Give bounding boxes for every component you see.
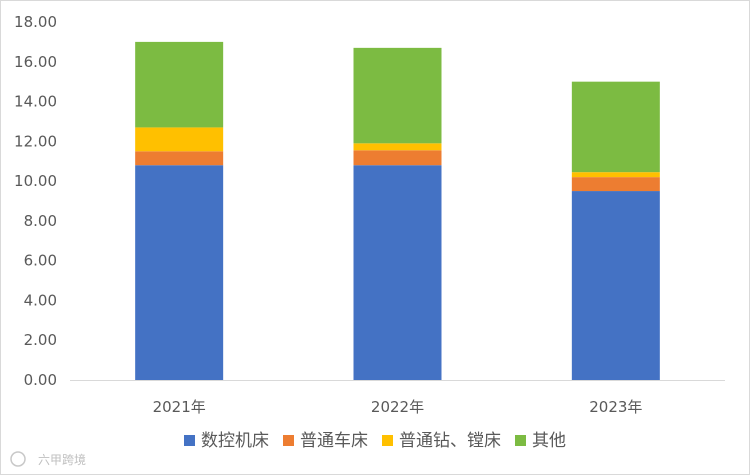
y-tick-label: 10.00 bbox=[14, 172, 57, 190]
legend-swatch bbox=[184, 435, 195, 446]
bar-segment-3-1 bbox=[135, 127, 224, 152]
bar-segment-4-2 bbox=[353, 47, 442, 144]
legend-item: 普通钻、镗床 bbox=[382, 431, 501, 451]
legend-swatch bbox=[382, 435, 393, 446]
y-tick-label: 2.00 bbox=[24, 331, 57, 349]
legend-swatch bbox=[283, 435, 294, 446]
legend-label: 其他 bbox=[532, 431, 566, 451]
x-tick-label: 2021年 bbox=[153, 398, 206, 416]
legend-label: 数控机床 bbox=[201, 431, 269, 451]
legend-item: 普通车床 bbox=[283, 431, 368, 451]
bar-segment-2-3 bbox=[571, 177, 660, 192]
y-tick-label: 0.00 bbox=[24, 371, 57, 389]
y-axis: 0.00 2.00 4.00 6.00 8.00 10.00 12.00 14.00 16.00… bbox=[14, 13, 57, 389]
bar-segment-3-3 bbox=[571, 172, 660, 178]
y-tick-label: 16.00 bbox=[14, 53, 57, 71]
y-tick-label: 14.00 bbox=[14, 93, 57, 111]
bar-segment-3-2 bbox=[353, 143, 442, 151]
bar-segment-2-1 bbox=[135, 151, 224, 166]
y-tick-label: 12.00 bbox=[14, 132, 57, 150]
bar-segment-4-1 bbox=[135, 41, 224, 128]
legend-label: 普通车床 bbox=[300, 431, 368, 451]
bar-segment-4-3 bbox=[571, 81, 660, 173]
bar-segment-2-2 bbox=[353, 150, 442, 166]
x-tick-label: 2023年 bbox=[589, 398, 642, 416]
legend-label: 普通钻、镗床 bbox=[399, 431, 501, 451]
legend-swatch bbox=[515, 435, 526, 446]
x-tick-label: 2022年 bbox=[371, 398, 424, 416]
bar-segment-1-3 bbox=[571, 191, 660, 380]
y-tick-label: 8.00 bbox=[24, 212, 57, 230]
bar-segment-1-2 bbox=[353, 165, 442, 380]
watermark-text: 六甲跨境 bbox=[38, 452, 86, 467]
x-axis: 2021年 2022年 2023年 bbox=[153, 398, 643, 416]
y-tick-label: 6.00 bbox=[24, 252, 57, 270]
watermark-logo-icon bbox=[10, 451, 26, 467]
legend: 数控机床 普通车床 普通钻、镗床 其他 bbox=[184, 431, 566, 451]
bar-segment-1-1 bbox=[135, 165, 224, 380]
watermark: 六甲跨境 bbox=[10, 451, 86, 467]
legend-item: 其他 bbox=[515, 431, 566, 451]
legend-item: 数控机床 bbox=[184, 431, 269, 451]
y-tick-label: 18.00 bbox=[14, 13, 57, 31]
bars bbox=[135, 41, 660, 380]
y-tick-label: 4.00 bbox=[24, 291, 57, 309]
